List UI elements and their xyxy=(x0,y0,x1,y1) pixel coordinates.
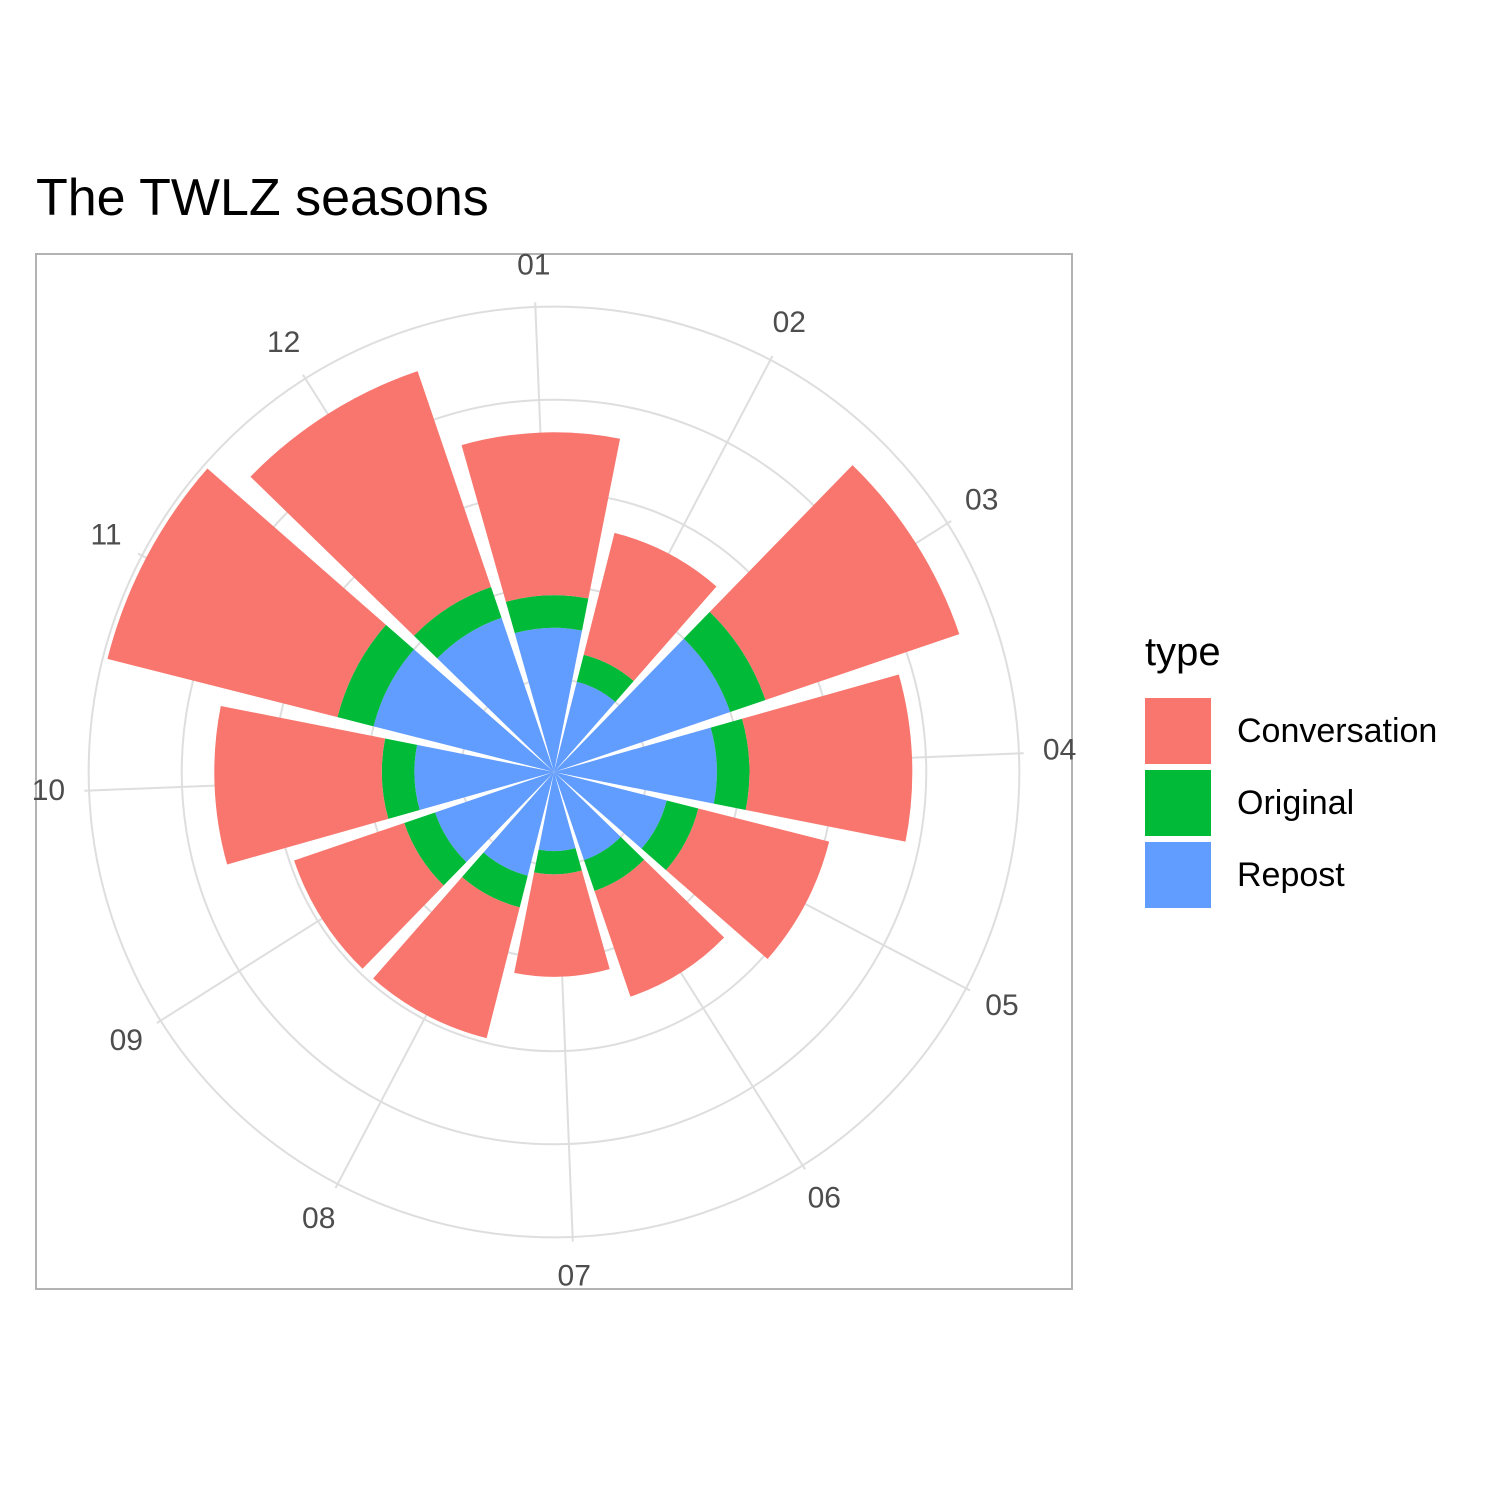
category-label-08: 08 xyxy=(302,1202,335,1235)
bar-repost-07 xyxy=(538,772,576,852)
category-label-01: 01 xyxy=(517,248,550,281)
legend-key-repost xyxy=(1145,842,1211,908)
bar-conversation-02 xyxy=(583,532,717,681)
bar-conversation-04 xyxy=(742,674,913,842)
category-label-02: 02 xyxy=(773,306,806,339)
bar-original-05 xyxy=(641,800,699,871)
category-labels: 01 02 03 04 05 06 07 08 09 10 11 12 xyxy=(32,248,1077,1292)
legend-key-original xyxy=(1145,770,1211,836)
bar-original-03 xyxy=(683,611,766,713)
bar-conversation-05 xyxy=(666,808,830,960)
bar-repost-06 xyxy=(554,772,621,861)
bars xyxy=(107,371,960,1039)
bar-conversation-01 xyxy=(461,432,621,602)
bar-repost-04 xyxy=(554,727,717,804)
category-label-09: 09 xyxy=(110,1024,143,1057)
chart-title: The TWLZ seasons xyxy=(36,169,489,227)
category-label-07: 07 xyxy=(558,1260,591,1293)
bar-conversation-08 xyxy=(373,877,520,1039)
bar-original-09 xyxy=(404,812,467,886)
legend-key-conversation xyxy=(1145,698,1211,764)
legend-item-original: Original xyxy=(1145,767,1437,839)
plot-panel xyxy=(35,253,1073,1290)
legend-item-repost: Repost xyxy=(1145,839,1437,911)
bar-repost-03 xyxy=(554,638,731,772)
legend: type Conversation Original Repost xyxy=(1145,630,1437,911)
category-label-05: 05 xyxy=(985,989,1018,1022)
grid-circle xyxy=(87,305,1021,1239)
legend-label-repost: Repost xyxy=(1237,855,1345,894)
bar-repost-09 xyxy=(435,772,554,863)
bar-repost-08 xyxy=(483,772,554,876)
category-label-04: 04 xyxy=(1043,734,1076,767)
bar-original-04 xyxy=(710,718,750,810)
legend-label-original: Original xyxy=(1237,783,1355,822)
bar-repost-02 xyxy=(554,681,616,772)
bar-original-01 xyxy=(505,595,589,634)
bar-repost-11 xyxy=(373,649,554,772)
category-label-06: 06 xyxy=(808,1182,841,1215)
bar-repost-12 xyxy=(437,617,554,772)
bar-original-12 xyxy=(413,586,502,659)
category-label-10: 10 xyxy=(32,774,65,807)
bar-repost-10 xyxy=(414,744,554,810)
bar-original-11 xyxy=(337,624,414,727)
bar-conversation-03 xyxy=(709,465,960,701)
category-label-03: 03 xyxy=(965,484,998,517)
bar-conversation-06 xyxy=(594,859,725,997)
bar-conversation-09 xyxy=(294,822,444,969)
bar-original-02 xyxy=(576,654,634,702)
bar-original-08 xyxy=(462,852,528,908)
bar-conversation-12 xyxy=(250,371,492,636)
bar-conversation-10 xyxy=(214,705,389,865)
bar-original-06 xyxy=(583,836,645,891)
legend-item-conversation: Conversation xyxy=(1145,695,1437,767)
bar-repost-05 xyxy=(554,772,667,849)
category-label-12: 12 xyxy=(267,326,300,359)
grid-circle xyxy=(180,398,928,1146)
legend-label-conversation: Conversation xyxy=(1237,711,1438,750)
bar-conversation-07 xyxy=(514,870,610,977)
bar-original-07 xyxy=(534,848,582,875)
bar-conversation-11 xyxy=(107,468,386,718)
legend-title: type xyxy=(1145,630,1221,674)
category-label-11: 11 xyxy=(90,519,121,552)
bar-original-10 xyxy=(381,738,420,819)
bar-repost-01 xyxy=(514,627,583,772)
